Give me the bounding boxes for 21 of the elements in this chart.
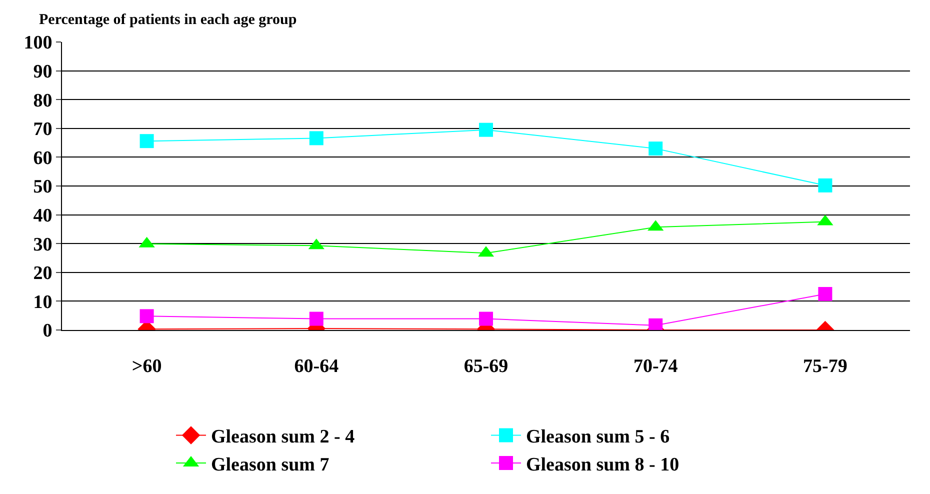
y-tick-label: 100 bbox=[24, 32, 52, 54]
y-tick-label: 20 bbox=[33, 263, 52, 284]
y-tick-label: 70 bbox=[33, 119, 52, 140]
y-tick-label: 40 bbox=[33, 205, 52, 226]
y-tick-label: 10 bbox=[33, 292, 52, 313]
y-tick-label: 30 bbox=[33, 234, 52, 256]
legend-label: Gleason sum 7 bbox=[211, 454, 330, 476]
y-tick-label: 90 bbox=[33, 61, 52, 82]
x-tick-label: 70-74 bbox=[633, 356, 678, 377]
legend-label: Gleason sum 8 - 10 bbox=[526, 454, 680, 476]
legend-label: Gleason sum 5 - 6 bbox=[526, 426, 670, 448]
x-tick-label: 65-69 bbox=[464, 356, 508, 377]
y-tick-label: 60 bbox=[33, 148, 52, 169]
y-tick-label: 50 bbox=[33, 176, 52, 198]
legend-label: Gleason sum 2 - 4 bbox=[211, 426, 356, 448]
y-tick-label: 80 bbox=[33, 90, 52, 112]
y-tick-label: 0 bbox=[42, 320, 52, 342]
x-tick-label: 75-79 bbox=[803, 356, 848, 377]
y-axis-title: Percentage of patients in each age group bbox=[39, 12, 297, 28]
x-tick-label: >60 bbox=[132, 356, 162, 377]
x-tick-label: 60-64 bbox=[294, 356, 340, 377]
